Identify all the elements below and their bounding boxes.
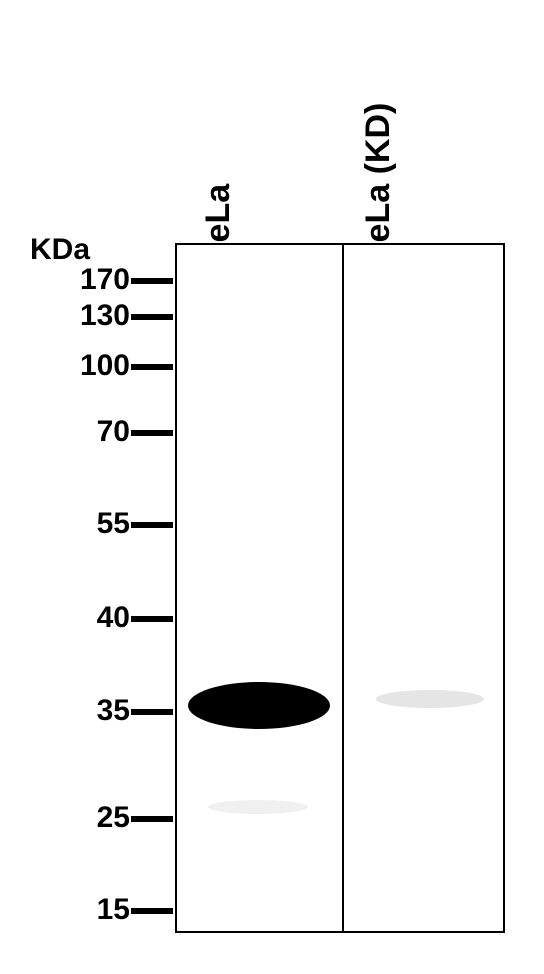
band-faint-hela-low (208, 800, 308, 814)
marker-35: 35 (97, 694, 130, 728)
marker-tick (131, 522, 173, 528)
marker-tick (131, 278, 173, 284)
blot-membrane (175, 243, 505, 933)
marker-tick (131, 364, 173, 370)
lane-divider (342, 243, 344, 933)
marker-tick (131, 616, 173, 622)
marker-tick (131, 430, 173, 436)
band-faint-hela-kd (376, 690, 484, 708)
marker-100: 100 (80, 349, 130, 383)
marker-tick (131, 816, 173, 822)
marker-tick (131, 908, 173, 914)
marker-25: 25 (97, 801, 130, 835)
marker-15: 15 (97, 893, 130, 927)
marker-55: 55 (97, 507, 130, 541)
kda-unit-label: KDa (30, 233, 90, 267)
figure-container: KDa HeLa HeLa (KD) 170 130 100 70 55 40 … (0, 0, 544, 974)
marker-40: 40 (97, 601, 130, 635)
marker-170: 170 (80, 263, 130, 297)
marker-130: 130 (80, 299, 130, 333)
band-main-hela (188, 682, 330, 729)
marker-70: 70 (97, 415, 130, 449)
marker-tick (131, 709, 173, 715)
marker-tick (131, 314, 173, 320)
